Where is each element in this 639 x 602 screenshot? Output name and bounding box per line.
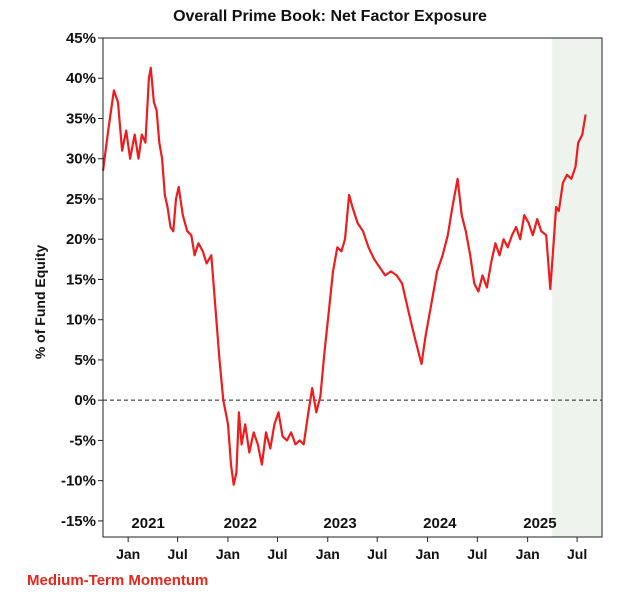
- y-tick-label: 25%: [66, 191, 96, 208]
- x-tick-label: Jul: [467, 546, 487, 562]
- y-tick-label: -10%: [61, 473, 96, 490]
- y-tick-label: -15%: [61, 513, 96, 530]
- chart-title: Overall Prime Book: Net Factor Exposure: [173, 8, 487, 25]
- year-labels: 2021 2022 2023 2024 2025: [131, 515, 556, 532]
- y-axis-ticks: 45% 40% 35% 30% 25% 20% 15% 10% 5% 0% -5% -10% -15%: [61, 30, 103, 530]
- month-ticks: Jan Jul Jan Jul Jan Jul Jan Jul Jan Jul: [116, 537, 587, 562]
- year-label: 2024: [423, 515, 457, 532]
- x-tick-label: Jan: [316, 546, 340, 562]
- x-tick-label: Jan: [516, 546, 540, 562]
- x-tick-label: Jul: [267, 546, 287, 562]
- y-tick-label: 0%: [74, 392, 96, 409]
- year-label: 2023: [323, 515, 356, 532]
- y-tick-label: -5%: [69, 432, 96, 449]
- x-tick-label: Jul: [168, 546, 188, 562]
- x-tick-label: Jan: [216, 546, 240, 562]
- y-axis-title: % of Fund Equity: [32, 245, 48, 360]
- shaded-region: [552, 38, 602, 537]
- y-tick-label: 10%: [66, 312, 96, 329]
- x-tick-label: Jan: [116, 546, 140, 562]
- y-tick-label: 45%: [66, 30, 96, 47]
- y-tick-label: 20%: [66, 231, 96, 248]
- y-tick-label: 40%: [66, 70, 96, 87]
- year-label: 2022: [224, 515, 257, 532]
- x-tick-label: Jan: [415, 546, 439, 562]
- y-tick-label: 35%: [66, 110, 96, 127]
- plot-frame: [102, 37, 603, 538]
- year-label: 2025: [523, 515, 556, 532]
- x-tick-label: Jul: [567, 546, 587, 562]
- y-tick-label: 15%: [66, 271, 96, 288]
- factor-name-label: Medium-Term Momentum: [27, 572, 208, 589]
- series-line: [101, 66, 587, 486]
- x-tick-label: Jul: [367, 546, 387, 562]
- y-tick-label: 5%: [74, 352, 96, 369]
- y-tick-label: 30%: [66, 151, 96, 168]
- year-label: 2021: [131, 515, 164, 532]
